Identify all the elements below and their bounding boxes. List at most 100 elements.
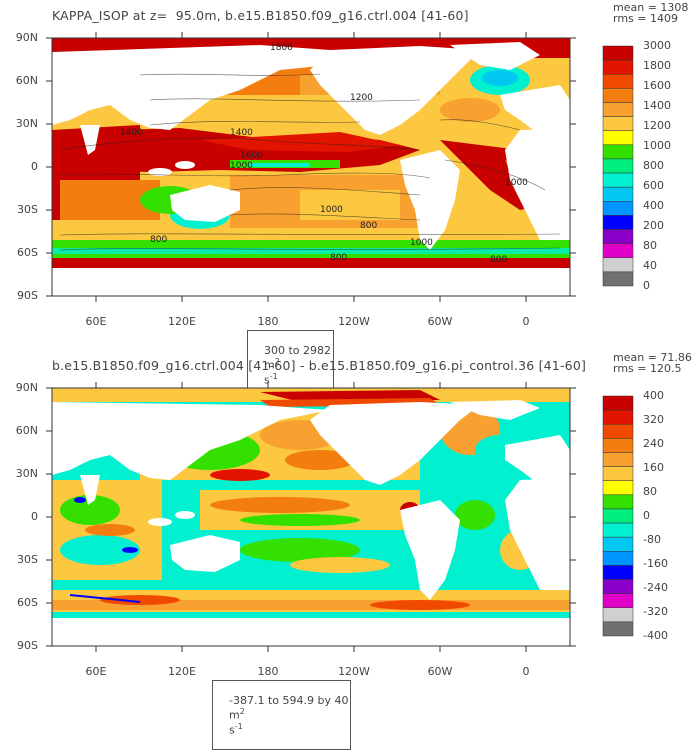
bottom-range-exp: 2 (239, 707, 245, 716)
bottom-lon-label: 180 (257, 665, 279, 678)
bottom-colorbar-label: -400 (643, 629, 668, 642)
top-colorbar-swatch (602, 116, 634, 131)
bottom-colorbar-swatch (602, 466, 634, 481)
bottom-colorbar-label: 0 (643, 509, 650, 522)
top-map-title: KAPPA_ISOP at z= 95.0m, b.e15.B1850.f09_… (52, 8, 469, 23)
bottom-lat-label: 90N (15, 381, 38, 394)
bottom-colorbar-swatch (602, 452, 634, 467)
top-colorbar-label: 400 (643, 199, 664, 212)
bottom-range-exp2: -1 (234, 721, 243, 731)
bottom-colorbar-swatch (602, 423, 634, 439)
bottom-colorbar-label: 160 (643, 461, 664, 474)
bottom-colorbar-swatch (602, 508, 634, 524)
top-colorbar (602, 45, 634, 287)
top-colorbar-swatch (602, 158, 634, 174)
top-colorbar-swatch (602, 201, 634, 216)
bottom-colorbar-swatch (602, 593, 634, 609)
bottom-map-svg (46, 382, 634, 652)
bottom-colorbar-swatch (602, 438, 634, 453)
bottom-lat-label: 60S (17, 596, 38, 609)
top-colorbar-swatch (602, 243, 634, 259)
bottom-lat-label: 0 (31, 510, 38, 523)
top-contour-label: 1000 (410, 238, 433, 248)
top-contour-label: 800 (490, 255, 507, 265)
top-lat-label: 90S (17, 289, 38, 302)
top-colorbar-label: 1400 (643, 99, 671, 112)
bottom-range-unit: m (229, 708, 240, 722)
top-colorbar-swatch (602, 73, 634, 89)
top-contour-label: 800 (330, 253, 347, 263)
bottom-lat-label: 30N (15, 467, 38, 480)
top-colorbar-swatch (602, 88, 634, 103)
top-colorbar-label: 40 (643, 259, 657, 272)
top-colorbar-label: 3000 (643, 39, 671, 52)
bottom-colorbar-swatch (602, 536, 634, 552)
bottom-map-ticks (46, 382, 576, 652)
top-lon-label: 60E (85, 315, 107, 328)
top-contour-label: 1000 (320, 205, 343, 215)
top-lat-label: 30N (15, 117, 38, 130)
bottom-colorbar-swatch (602, 579, 634, 594)
bottom-lon-label: 120W (338, 665, 370, 678)
bottom-lon-label: 120E (168, 665, 196, 678)
top-range-unit: m (264, 358, 275, 372)
top-colorbar-label: 600 (643, 179, 664, 192)
top-colorbar-label: 80 (643, 239, 657, 252)
top-colorbar-swatch (602, 130, 634, 146)
top-colorbar-label: 200 (643, 219, 664, 232)
top-map-ticks (46, 32, 576, 302)
bottom-colorbar-swatch (602, 565, 634, 580)
top-range-value: 300 to 2982 (264, 344, 332, 357)
top-contour-label: 1000 (505, 178, 528, 188)
bottom-colorbar-label: -320 (643, 605, 668, 618)
top-colorbar-swatch (602, 257, 634, 273)
top-map-svg: 1800140010001600120080010001400800100080… (46, 32, 634, 302)
top-contour-label: 800 (360, 221, 377, 231)
top-colorbar-label: 1200 (643, 119, 671, 132)
top-contour-label: 1400 (230, 128, 253, 138)
top-lat-label: 60S (17, 246, 38, 259)
top-map-rms: rms = 1409 (613, 12, 678, 25)
bottom-colorbar-swatch (602, 480, 634, 496)
bottom-colorbar-label: 400 (643, 389, 664, 402)
bottom-colorbar-label: -80 (643, 533, 661, 546)
top-contour-label: 1800 (270, 43, 293, 53)
top-contour-label: 1400 (120, 128, 143, 138)
bottom-colorbar-swatch (602, 395, 634, 411)
top-colorbar-label: 1800 (643, 59, 671, 72)
top-map-field (52, 38, 570, 296)
top-colorbar-swatch (602, 144, 634, 160)
bottom-range-value: -387.1 to 594.9 by 40 (229, 694, 349, 707)
top-colorbar-swatch (602, 271, 634, 287)
bottom-colorbar-label: -240 (643, 581, 668, 594)
top-contour-label: 1200 (350, 93, 373, 103)
top-colorbar-swatch (602, 229, 634, 244)
bottom-lat-label: 60N (15, 424, 38, 437)
bottom-lon-label: 0 (522, 665, 530, 678)
top-colorbar-label: 1000 (643, 139, 671, 152)
top-lon-label: 120E (168, 315, 196, 328)
top-range-unit2: s (264, 373, 270, 387)
top-colorbar-swatch (602, 45, 634, 61)
top-lat-label: 30S (17, 203, 38, 216)
top-colorbar-label: 1600 (643, 79, 671, 92)
top-lon-label: 120W (338, 315, 370, 328)
bottom-colorbar-swatch (602, 522, 634, 538)
bottom-colorbar-label: 320 (643, 413, 664, 426)
top-lon-label: 60W (427, 315, 453, 328)
top-colorbar-swatch (602, 172, 634, 188)
top-contour-labels: 1800140010001600120080010001400800100080… (120, 43, 528, 265)
bottom-range-box: -387.1 to 594.9 by 40 m2 s-1 (212, 680, 352, 750)
top-colorbar-label: 0 (643, 279, 650, 292)
bottom-map-field (52, 388, 570, 646)
top-colorbar-swatch (602, 215, 634, 230)
bottom-lon-label: 60W (427, 665, 453, 678)
bottom-lon-label: 60E (85, 665, 107, 678)
top-lon-label: 0 (522, 315, 530, 328)
bottom-colorbar-swatch (602, 494, 634, 510)
top-colorbar-label: 800 (643, 159, 664, 172)
top-range-exp2: -1 (269, 371, 278, 381)
top-contour-label: 1000 (230, 161, 253, 171)
bottom-colorbar (602, 395, 634, 637)
top-colorbar-swatch (602, 186, 634, 202)
